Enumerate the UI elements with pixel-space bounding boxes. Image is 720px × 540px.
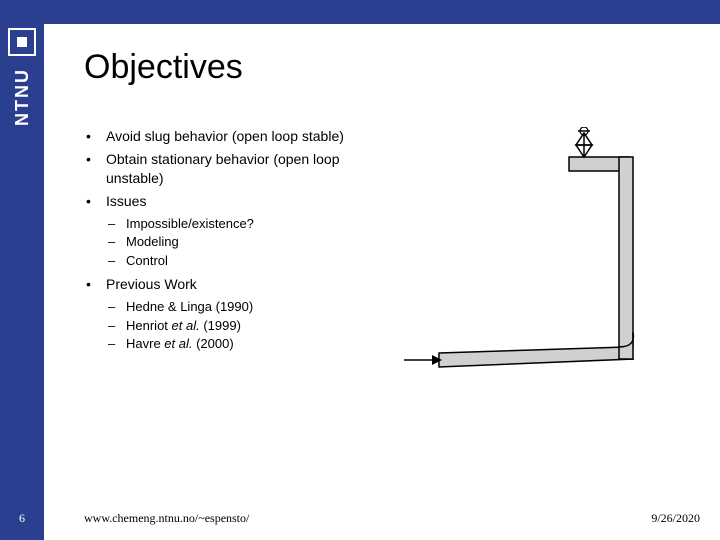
bullet-text: Obtain stationary behavior (open loop un… bbox=[106, 150, 384, 188]
list-item: • Previous Work bbox=[84, 275, 384, 294]
sub-text: Control bbox=[126, 252, 168, 270]
flow-arrow-icon bbox=[404, 355, 442, 365]
pipe-schematic-icon bbox=[384, 127, 684, 387]
sub-text: Impossible/existence? bbox=[126, 215, 254, 233]
list-item: –Hedne & Linga (1990) bbox=[108, 298, 384, 316]
dash-icon: – bbox=[108, 317, 126, 335]
sub-text: Havre et al. (2000) bbox=[126, 335, 234, 353]
dash-icon: – bbox=[108, 233, 126, 251]
footer-url: www.chemeng.ntnu.no/~espensto/ bbox=[84, 511, 249, 526]
ntnu-logo-icon bbox=[8, 28, 36, 56]
sub-text: Modeling bbox=[126, 233, 179, 251]
brand-text: NTNU bbox=[12, 68, 33, 126]
bullet-text: Previous Work bbox=[106, 275, 384, 294]
bullet-icon: • bbox=[84, 150, 106, 188]
dash-icon: – bbox=[108, 298, 126, 316]
sub-list: –Hedne & Linga (1990) –Henriot et al. (1… bbox=[84, 298, 384, 353]
footer-date: 9/26/2020 bbox=[651, 511, 700, 526]
page-number: 6 bbox=[12, 511, 32, 526]
riser-pipe-diagram bbox=[384, 127, 700, 387]
sub-text: Henriot et al. (1999) bbox=[126, 317, 241, 335]
bullet-text: Avoid slug behavior (open loop stable) bbox=[106, 127, 384, 146]
footer: www.chemeng.ntnu.no/~espensto/ 9/26/2020 bbox=[84, 511, 700, 526]
list-item: • Avoid slug behavior (open loop stable) bbox=[84, 127, 384, 146]
page-title: Objectives bbox=[84, 48, 700, 87]
sidebar: NTNU bbox=[0, 0, 44, 540]
dash-icon: – bbox=[108, 215, 126, 233]
list-item: • Obtain stationary behavior (open loop … bbox=[84, 150, 384, 188]
slide-content: Objectives • Avoid slug behavior (open l… bbox=[44, 24, 720, 540]
dash-icon: – bbox=[108, 335, 126, 353]
list-item: –Havre et al. (2000) bbox=[108, 335, 384, 353]
list-item: –Henriot et al. (1999) bbox=[108, 317, 384, 335]
top-bar bbox=[0, 0, 720, 24]
bullet-icon: • bbox=[84, 275, 106, 294]
bullet-icon: • bbox=[84, 192, 106, 211]
sub-list: –Impossible/existence? –Modeling –Contro… bbox=[84, 215, 384, 270]
bullet-list: • Avoid slug behavior (open loop stable)… bbox=[84, 127, 384, 359]
dash-icon: – bbox=[108, 252, 126, 270]
list-item: –Impossible/existence? bbox=[108, 215, 384, 233]
list-item: –Control bbox=[108, 252, 384, 270]
bullet-icon: • bbox=[84, 127, 106, 146]
sub-text: Hedne & Linga (1990) bbox=[126, 298, 253, 316]
bullet-text: Issues bbox=[106, 192, 384, 211]
list-item: • Issues bbox=[84, 192, 384, 211]
list-item: –Modeling bbox=[108, 233, 384, 251]
valve-icon bbox=[576, 127, 592, 157]
